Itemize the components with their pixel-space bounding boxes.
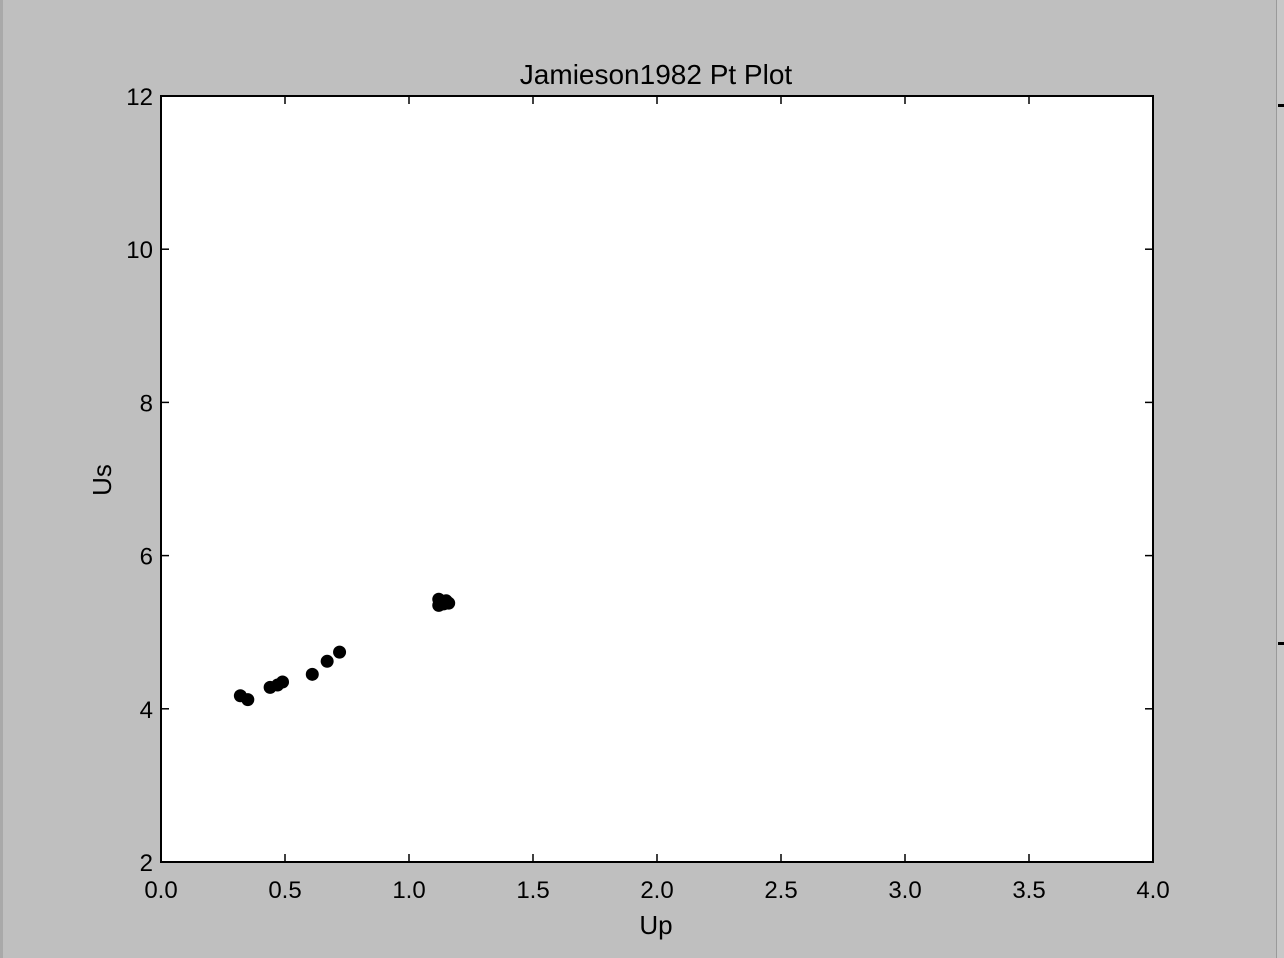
- x-tick-label: 2.5: [764, 877, 797, 904]
- window-right-edge: [1276, 0, 1284, 958]
- y-axis-label: Us: [87, 464, 117, 496]
- data-point: [241, 693, 255, 707]
- y-tick-label: 2: [140, 850, 153, 877]
- plot-area: [160, 95, 1154, 863]
- x-tick-label: 0.0: [144, 877, 177, 904]
- data-points: [233, 592, 456, 707]
- data-point: [442, 596, 456, 610]
- right-edge-marker: [1278, 104, 1284, 107]
- data-point: [320, 654, 334, 668]
- y-tick-labels: 2 4 6 8 10 12: [126, 84, 153, 877]
- data-point: [305, 667, 319, 681]
- data-point: [333, 645, 347, 659]
- x-tick-label: 3.0: [888, 877, 921, 904]
- chart-title: Jamieson1982 Pt Plot: [520, 59, 793, 90]
- y-tick-label: 8: [140, 390, 153, 417]
- x-tick-labels: 0.0 0.5 1.0 1.5 2.0 2.5 3.0 3.5 4.0: [144, 877, 1169, 904]
- x-tick-label: 3.5: [1012, 877, 1045, 904]
- x-tick-label: 1.5: [516, 877, 549, 904]
- axis-ticks: [160, 95, 1154, 863]
- y-tick-label: 4: [140, 697, 153, 724]
- x-tick-label: 2.0: [640, 877, 673, 904]
- y-tick-label: 10: [126, 237, 153, 264]
- right-edge-marker: [1278, 642, 1284, 645]
- data-point: [276, 675, 290, 689]
- y-tick-label: 12: [126, 84, 153, 111]
- x-tick-label: 0.5: [268, 877, 301, 904]
- x-tick-label: 1.0: [392, 877, 425, 904]
- x-axis-label: Up: [639, 910, 672, 940]
- window-left-edge: [0, 0, 3, 958]
- x-tick-label: 4.0: [1136, 877, 1169, 904]
- data-point: [432, 592, 446, 606]
- y-tick-label: 6: [140, 544, 153, 571]
